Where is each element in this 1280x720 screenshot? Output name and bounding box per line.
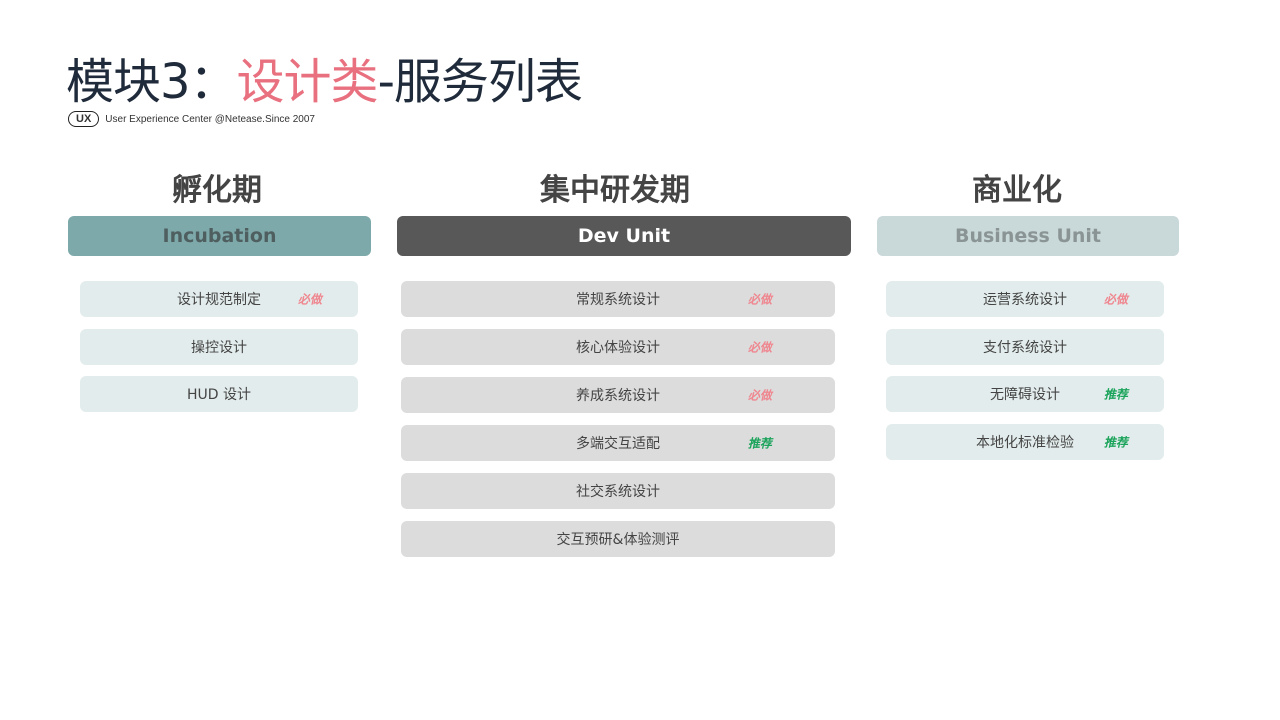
service-label: HUD 设计 — [186, 387, 251, 403]
service-label: 核心体验设计 — [576, 340, 660, 356]
subtitle: UX User Experience Center @Netease.Since … — [68, 111, 315, 127]
service-label: 操控设计 — [191, 339, 247, 356]
column-header: Incubation — [68, 216, 371, 256]
service-label: 常规系统设计 — [576, 292, 660, 308]
service-label: 养成系统设计 — [576, 388, 660, 404]
recommended-badge: 推荐 — [1103, 387, 1131, 402]
service-item: 本地化标准检验 推荐 — [886, 423, 1164, 460]
service-item: 支付系统设计 — [886, 328, 1164, 365]
must-badge: 必做 — [1103, 292, 1131, 307]
service-item: 交互预研&体验测评 — [401, 521, 835, 557]
column-header: Dev Unit — [397, 216, 851, 256]
title-highlight: 设计类 — [236, 54, 379, 110]
service-item: 操控设计 — [80, 328, 358, 365]
service-item: 运营系统设计 必做 — [886, 281, 1164, 317]
service-label: 支付系统设计 — [983, 339, 1067, 356]
service-item: HUD 设计 — [80, 376, 358, 412]
subtitle-text: User Experience Center @Netease.Since 20… — [105, 113, 315, 125]
service-label: 社交系统设计 — [576, 484, 660, 500]
service-label: 本地化标准检验 — [976, 434, 1074, 451]
ux-logo: UX — [68, 111, 100, 127]
service-item: 养成系统设计 必做 — [401, 377, 835, 413]
column-title: 集中研发期 — [540, 173, 690, 208]
column-title: 商业化 — [972, 173, 1062, 208]
service-label: 设计规范制定 — [177, 292, 261, 308]
service-label: 无障碍设计 — [990, 387, 1060, 403]
title-prefix: 模块3： — [66, 54, 238, 110]
page-title: 模块3：设计类-服务列表 — [66, 52, 583, 112]
service-item: 设计规范制定 必做 — [80, 281, 358, 317]
service-label: 交互预研&体验测评 — [556, 532, 680, 548]
must-badge: 必做 — [747, 292, 775, 307]
recommended-badge: 推荐 — [1103, 435, 1131, 449]
service-label: 多端交互适配 — [576, 436, 660, 452]
service-label: 运营系统设计 — [983, 292, 1067, 308]
service-item: 常规系统设计 必做 — [401, 281, 835, 317]
service-item: 社交系统设计 — [401, 473, 835, 509]
service-item: 多端交互适配 推荐 — [401, 425, 835, 461]
must-badge: 必做 — [747, 340, 775, 355]
column-title: 孵化期 — [172, 173, 262, 208]
column-header: Business Unit — [877, 216, 1179, 256]
service-item: 核心体验设计 必做 — [401, 329, 835, 365]
must-badge: 必做 — [297, 292, 325, 307]
title-suffix: -服务列表 — [377, 54, 583, 110]
recommended-badge: 推荐 — [747, 436, 775, 451]
service-item: 无障碍设计 推荐 — [886, 376, 1164, 412]
must-badge: 必做 — [747, 388, 775, 403]
